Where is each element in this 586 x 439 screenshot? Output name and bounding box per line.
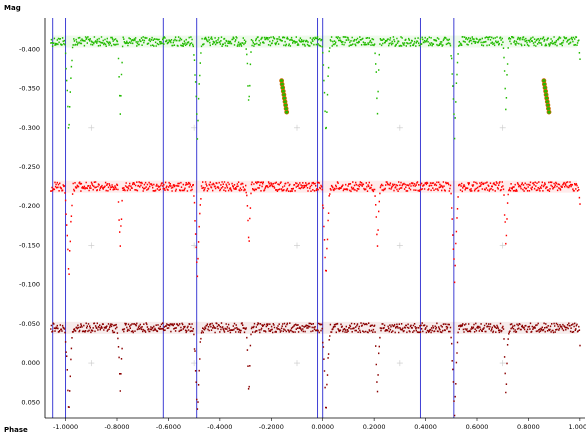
grid-cross bbox=[396, 360, 403, 367]
grid-cross bbox=[88, 242, 95, 249]
grid-cross bbox=[191, 124, 198, 131]
x-tick-label: -0.8000 bbox=[104, 423, 129, 431]
data-series bbox=[50, 35, 581, 417]
y-tick-label: -0.300 bbox=[19, 124, 40, 132]
y-tick-label: -0.200 bbox=[19, 202, 40, 210]
grid-cross bbox=[499, 242, 506, 249]
y-tick-label: -0.400 bbox=[19, 45, 40, 53]
series-band bbox=[53, 321, 577, 334]
grid-cross bbox=[294, 124, 300, 131]
grid-cross bbox=[294, 360, 300, 367]
x-tick-label: 1.0000 bbox=[568, 423, 586, 431]
y-tick-label: -0.050 bbox=[19, 320, 40, 328]
grid-cross bbox=[396, 242, 403, 249]
grid-cross bbox=[499, 360, 506, 367]
vertical-marker-lines bbox=[52, 18, 455, 418]
grid-cross bbox=[499, 124, 506, 131]
x-axis-title: Phase bbox=[4, 426, 28, 434]
y-tick-label: -0.250 bbox=[19, 163, 40, 171]
grid-cross bbox=[88, 360, 95, 367]
series-0 bbox=[50, 35, 581, 140]
x-tick-label: 0.4000 bbox=[414, 423, 437, 431]
y-tick-label: 0.000 bbox=[21, 359, 40, 367]
grid-cross bbox=[191, 360, 198, 367]
y-tick-label: -0.100 bbox=[19, 281, 40, 289]
grid-cross bbox=[294, 242, 300, 249]
x-tick-label: 0.8000 bbox=[517, 423, 540, 431]
grid-cross bbox=[191, 242, 198, 249]
x-tick-label: -0.2000 bbox=[259, 423, 284, 431]
x-tick-label: 0.6000 bbox=[466, 423, 489, 431]
x-tick-label: -1.0000 bbox=[53, 423, 78, 431]
series-points bbox=[50, 322, 581, 417]
highlighted-points bbox=[541, 78, 552, 115]
x-tick-labels: -1.0000 -0.8000 -0.6000 -0.4000 -0.2000 0.000… bbox=[53, 418, 586, 431]
x-tick-label: -0.4000 bbox=[207, 423, 232, 431]
series-2 bbox=[50, 321, 581, 417]
series-1 bbox=[50, 180, 581, 284]
x-tick-label: 0.0000 bbox=[311, 423, 334, 431]
highlighted-points bbox=[279, 78, 290, 115]
x-tick-label: -0.6000 bbox=[156, 423, 181, 431]
y-tick-label: -0.150 bbox=[19, 241, 40, 249]
y-tick-label: -0.350 bbox=[19, 85, 40, 93]
y-tick-labels: -0.400 -0.350 -0.300 -0.250 -0.200 -0.150 -0.1… bbox=[19, 45, 40, 406]
series-points bbox=[50, 36, 581, 140]
y-axis-title: Mag bbox=[4, 4, 21, 12]
grid-cross bbox=[88, 124, 95, 131]
y-tick-label: 0.050 bbox=[21, 398, 40, 406]
x-tick-label: 0.2000 bbox=[363, 423, 386, 431]
series-points bbox=[50, 181, 581, 284]
series-band bbox=[53, 35, 577, 48]
grid-crosses bbox=[88, 124, 506, 367]
axes bbox=[44, 18, 585, 419]
series-band bbox=[53, 180, 577, 193]
grid-cross bbox=[396, 124, 403, 131]
